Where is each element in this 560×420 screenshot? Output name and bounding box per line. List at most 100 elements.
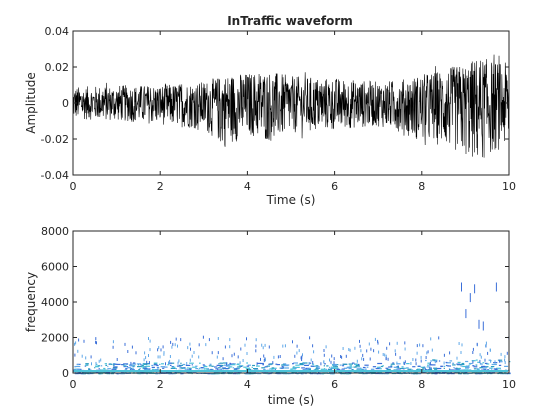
spectrogram-point	[427, 369, 429, 371]
spectrogram-point	[180, 338, 182, 342]
spectrogram-point	[423, 371, 425, 373]
spectrogram-xlabel: time (s)	[268, 393, 315, 407]
spectrogram-point	[209, 363, 212, 365]
spectrogram-axes-box	[72, 230, 510, 374]
spectrogram-point	[302, 353, 303, 357]
spectrogram-point	[456, 356, 458, 360]
spectrogram-high-point	[478, 319, 480, 329]
spectrogram-point	[170, 362, 175, 364]
spectrogram-high-point	[465, 309, 467, 319]
spectrogram-point	[403, 367, 407, 369]
waveform-ytick-label: -0.04	[41, 169, 69, 182]
spectrogram-point	[81, 354, 83, 358]
spectrogram-point	[429, 362, 431, 365]
spectrogram-point	[309, 362, 312, 364]
waveform-ytick-label: -0.02	[41, 133, 69, 146]
spectrogram-point	[303, 362, 305, 366]
spectrogram-point	[292, 367, 295, 369]
spectrogram-point	[76, 368, 81, 370]
spectrogram-point	[394, 349, 396, 353]
spectrogram-point	[154, 369, 158, 371]
spectrogram-point	[476, 368, 479, 370]
spectrogram-point	[90, 355, 92, 359]
spectrogram-point	[245, 373, 248, 375]
spectrogram-point	[219, 365, 223, 367]
spectrogram-point	[481, 365, 486, 367]
spectrogram-point	[459, 373, 462, 375]
spectrogram-point	[272, 361, 274, 365]
spectrogram-point	[246, 352, 248, 355]
spectrogram-point	[129, 365, 134, 367]
spectrogram-point	[372, 366, 377, 368]
spectrogram-point	[169, 359, 171, 363]
waveform-xlabel: Time (s)	[266, 193, 316, 207]
spectrogram-point	[280, 367, 284, 369]
spectrogram-point	[449, 351, 451, 355]
spectrogram-point	[170, 340, 172, 344]
spectrogram-point	[106, 373, 111, 375]
spectrogram-point	[131, 369, 135, 371]
spectrogram-point	[396, 368, 401, 370]
spectrogram-point	[290, 368, 293, 370]
spectrogram-point	[425, 356, 427, 359]
spectrogram-point	[412, 366, 416, 368]
spectrogram-point	[479, 359, 481, 363]
spectrogram-point	[479, 353, 481, 357]
spectrogram-point	[97, 365, 101, 367]
spectrogram-point	[185, 364, 191, 366]
spectrogram-point	[382, 353, 384, 356]
spectrogram-point	[490, 366, 495, 368]
spectrogram-point	[490, 359, 492, 363]
spectrogram-point	[112, 367, 118, 369]
spectrogram-point	[179, 367, 182, 369]
spectrogram-point	[137, 366, 142, 368]
spectrogram-point	[129, 364, 132, 366]
spectrogram-point	[170, 367, 176, 369]
spectrogram-high-point	[461, 282, 462, 292]
spectrogram-point	[462, 365, 467, 368]
spectrogram-point	[264, 343, 266, 347]
spectrogram-point	[494, 360, 496, 364]
spectrogram-point	[444, 365, 446, 367]
spectrogram-point	[75, 341, 77, 345]
spectrogram-point	[379, 368, 382, 370]
spectrogram-point	[200, 367, 204, 369]
spectrogram-point	[440, 365, 444, 367]
spectrogram-point	[246, 371, 251, 373]
spectrogram-point	[105, 364, 108, 366]
spectrogram-point	[182, 367, 184, 369]
spectrogram-point	[426, 351, 428, 355]
spectrogram-point	[359, 339, 360, 343]
spectrogram-point	[386, 346, 388, 350]
spectrogram-point	[363, 357, 365, 361]
spectrogram-point	[112, 345, 114, 349]
spectrogram-point	[313, 373, 318, 375]
spectrogram-point	[268, 345, 270, 349]
spectrogram-point	[151, 364, 154, 367]
spectrogram-point	[475, 359, 478, 361]
spectrogram-point	[312, 344, 314, 348]
spectrogram-point	[430, 337, 432, 341]
spectrogram-point	[199, 362, 201, 364]
spectrogram-point	[246, 337, 247, 341]
spectrogram-point	[378, 366, 381, 368]
spectrogram-point	[354, 346, 356, 350]
waveform-ytick-label: 0	[62, 97, 69, 110]
spectrogram-point	[422, 368, 424, 370]
spectrogram-point	[148, 368, 151, 370]
spectrogram-point	[281, 366, 283, 368]
spectrogram-point	[331, 363, 337, 366]
spectrogram-point	[385, 367, 389, 369]
spectrogram-point	[427, 362, 431, 364]
spectrogram-point	[360, 368, 363, 370]
spectrogram-point	[170, 364, 172, 366]
spectrogram-point	[475, 364, 478, 366]
spectrogram-point	[500, 352, 502, 356]
spectrogram-point	[292, 366, 295, 368]
spectrogram-point	[329, 358, 330, 362]
spectrogram-point	[186, 367, 189, 369]
spectrogram-point	[349, 365, 352, 367]
spectrogram-point	[95, 366, 100, 368]
spectrogram-point	[269, 363, 274, 365]
